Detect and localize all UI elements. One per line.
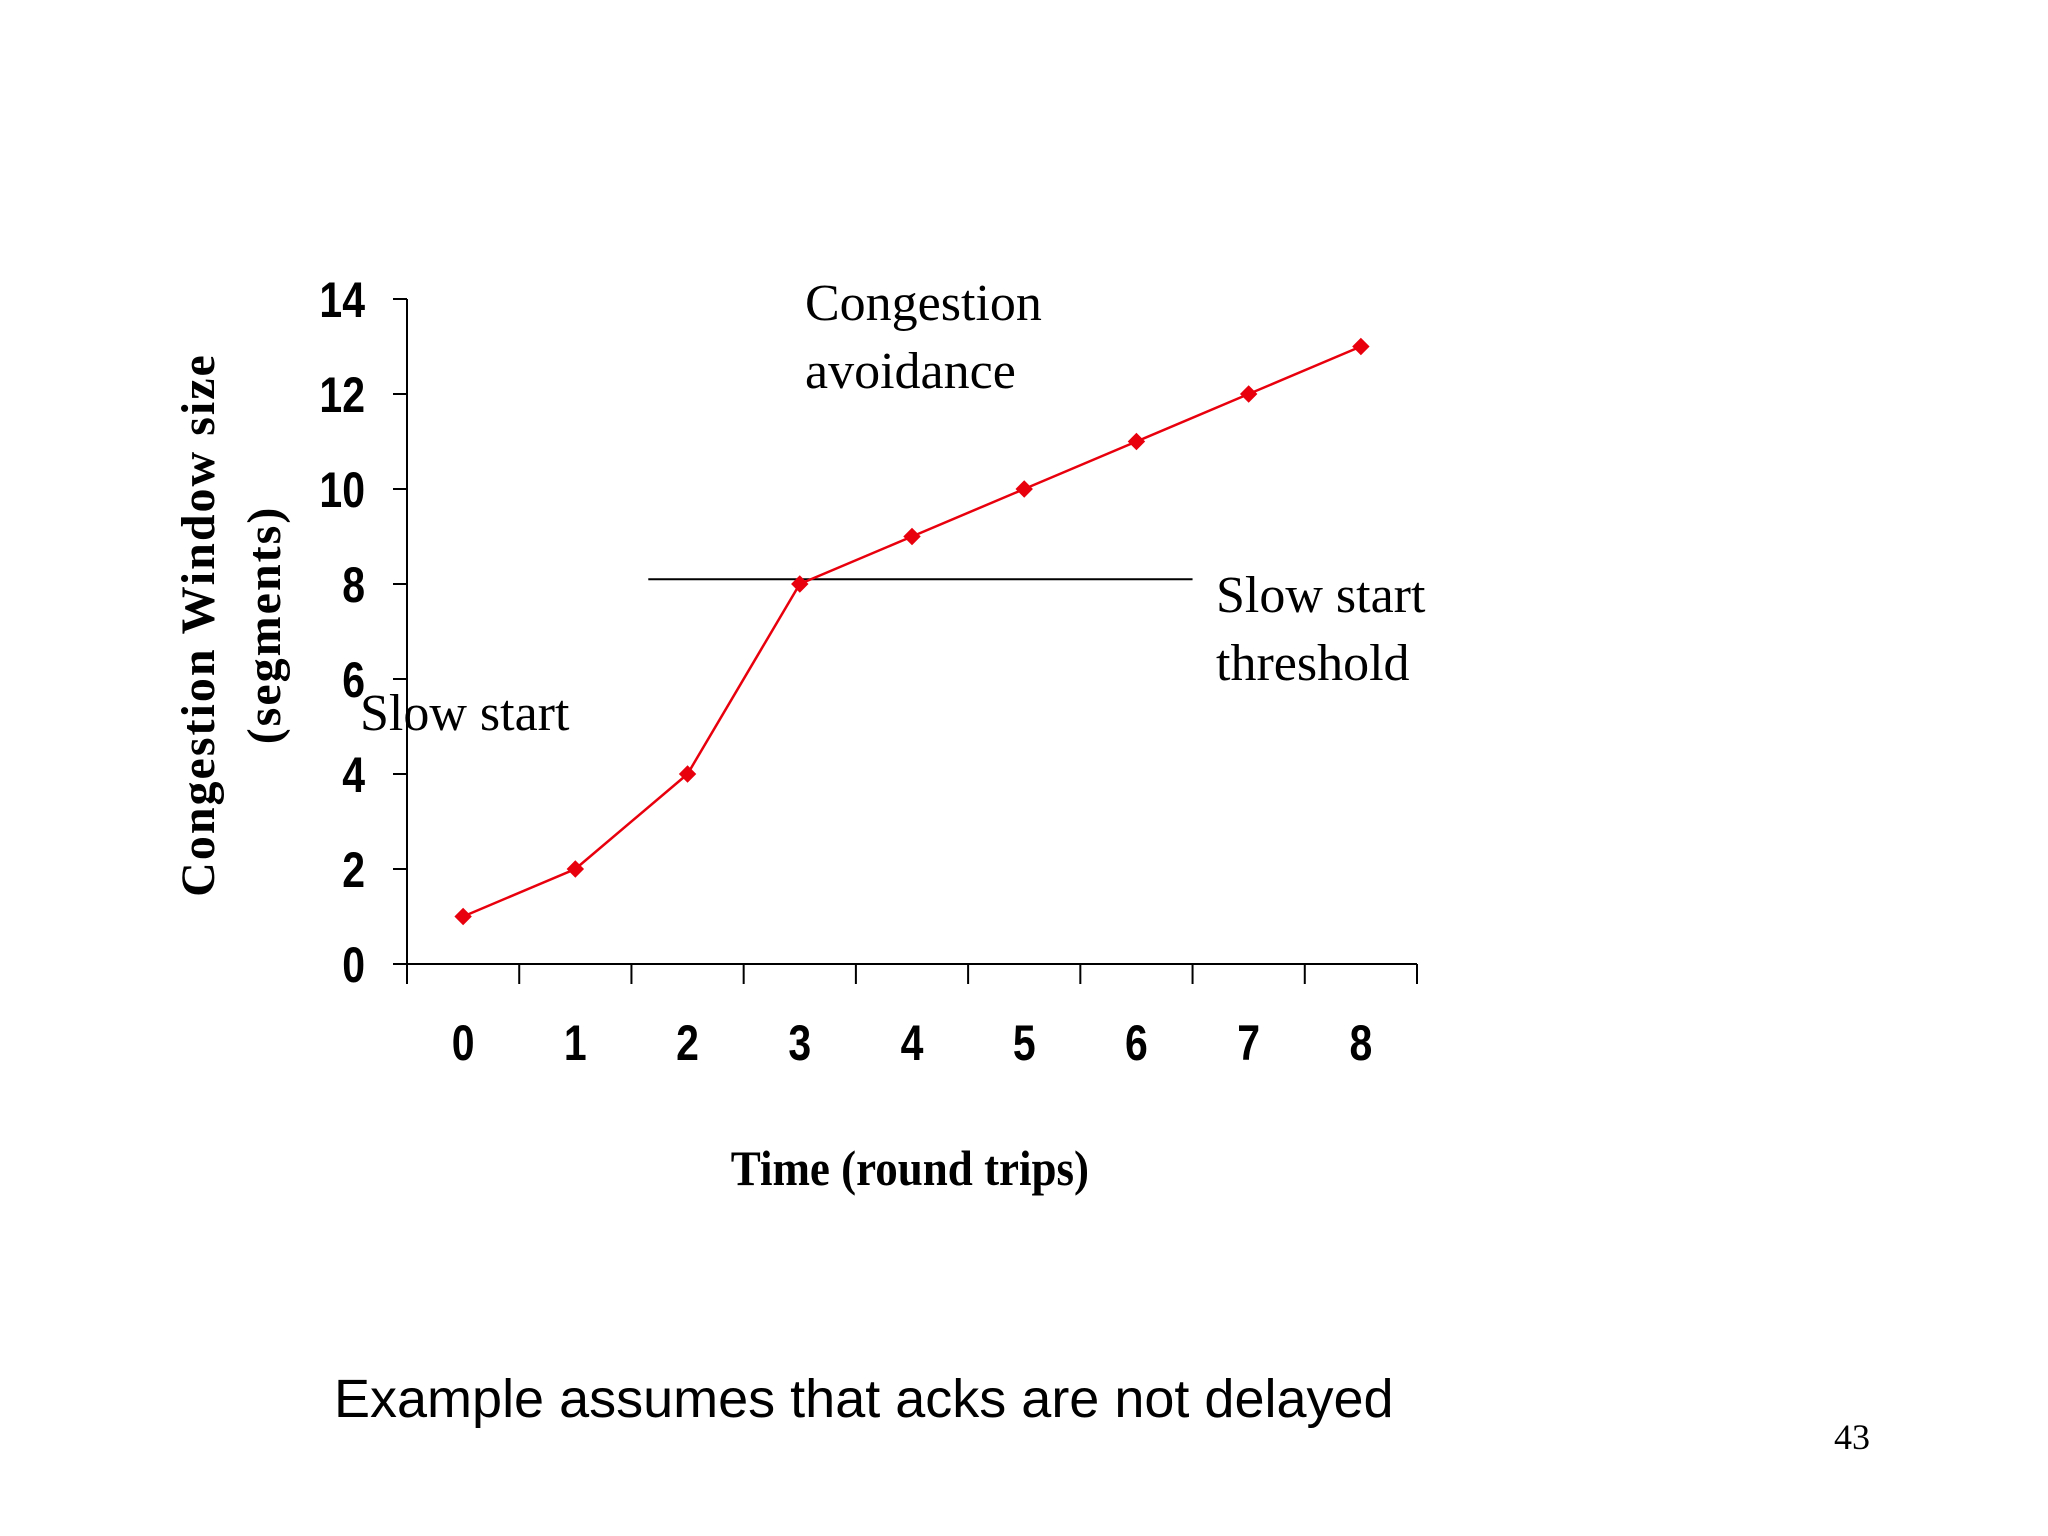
x-tick-label: 4 — [901, 1015, 924, 1071]
y-tick-label: 6 — [342, 652, 365, 708]
series-line — [462, 345, 1362, 918]
data-point-marker — [1239, 385, 1258, 403]
x-tick-label: 7 — [1237, 1015, 1260, 1071]
y-tick-label: 12 — [319, 367, 365, 423]
x-tick-label: 3 — [788, 1015, 811, 1071]
data-point-marker — [1352, 337, 1370, 356]
series-group — [454, 337, 1370, 926]
data-point-marker — [903, 527, 921, 546]
x-tick-label: 2 — [676, 1015, 699, 1071]
annotation-congestion-avoidance-line2: avoidance — [805, 343, 1016, 400]
threshold-label-line2: threshold — [1216, 635, 1410, 692]
annotation-slow-start: Slow start — [360, 685, 570, 742]
data-point-marker — [454, 907, 472, 926]
x-tick-label: 5 — [1013, 1015, 1036, 1071]
y-axis-title-line1: Congestion Window size — [172, 353, 225, 897]
x-tick-label: 1 — [564, 1015, 587, 1071]
x-axis-title: Time (round trips) — [731, 1142, 1089, 1197]
threshold-label-line1: Slow start — [1216, 567, 1426, 624]
annotation-congestion-avoidance-line1: Congestion — [805, 275, 1042, 332]
y-tick-label: 0 — [342, 937, 365, 993]
data-point-marker — [791, 575, 809, 593]
y-axis-title-line2: (segments) — [238, 506, 291, 745]
data-point-marker — [678, 765, 697, 783]
data-point-marker — [1015, 480, 1033, 498]
x-tick-label: 8 — [1349, 1015, 1372, 1071]
data-point-marker — [566, 860, 585, 878]
y-tick-label: 2 — [342, 842, 365, 898]
y-tick-label: 14 — [319, 272, 365, 328]
x-tick-label: 6 — [1125, 1015, 1148, 1071]
y-tick-label: 10 — [319, 462, 365, 518]
data-point-marker — [1127, 432, 1146, 451]
y-tick-label: 4 — [342, 747, 365, 803]
footnote: Example assumes that acks are not delaye… — [334, 1369, 1394, 1429]
chart-axes — [393, 298, 1418, 984]
y-tick-label: 8 — [342, 557, 365, 613]
slide-number: 43 — [1834, 1417, 1870, 1457]
x-tick-label: 0 — [452, 1015, 475, 1071]
